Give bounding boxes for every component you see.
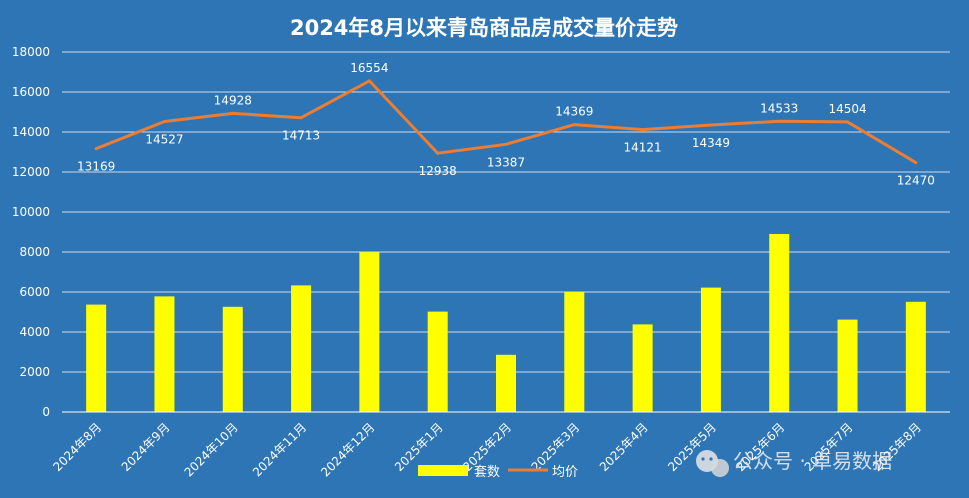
- bar: [222, 306, 243, 412]
- legend: 套数 均价: [418, 464, 578, 480]
- y-tick-label: 0: [42, 405, 50, 419]
- data-label: 13169: [77, 160, 115, 174]
- y-tick-label: 18000: [12, 45, 50, 59]
- x-tick-label: 2024年11月: [250, 420, 309, 479]
- bar: [291, 285, 312, 412]
- line-point: [641, 128, 645, 132]
- data-label: 14527: [145, 132, 183, 146]
- y-tick-label: 6000: [19, 285, 50, 299]
- bar: [427, 311, 448, 412]
- data-label: 14369: [555, 105, 593, 119]
- line-point: [94, 147, 98, 151]
- line-series: [94, 79, 918, 165]
- bar: [154, 296, 175, 412]
- line-point: [709, 123, 713, 127]
- data-label: 14349: [692, 136, 730, 150]
- y-tick-label: 2000: [19, 365, 50, 379]
- x-tick-label: 2024年12月: [318, 420, 377, 479]
- bar: [359, 252, 380, 412]
- bar: [769, 234, 790, 412]
- bar: [837, 319, 858, 412]
- legend-swatch-bar: [418, 465, 468, 476]
- y-tick-label: 16000: [12, 85, 50, 99]
- y-axis: 0 2000 4000 6000 8000 10000 12000 14000 16000 180…: [12, 45, 50, 419]
- line-point: [846, 120, 850, 124]
- line-point: [231, 111, 235, 115]
- data-label: 13387: [487, 155, 525, 169]
- bar-series: [86, 234, 926, 412]
- bar: [496, 354, 516, 412]
- data-label: 16554: [350, 61, 388, 75]
- line-point: [367, 79, 371, 83]
- data-label: 14713: [282, 129, 320, 143]
- watermark: 公众号 · 卓易数据: [696, 449, 892, 477]
- line-point: [436, 151, 440, 155]
- x-tick-label: 2025年4月: [597, 420, 651, 474]
- legend-label-line: 均价: [552, 465, 578, 480]
- data-label: 14121: [624, 141, 662, 155]
- chart-title: 2024年8月以来青岛商品房成交量价走势: [290, 16, 678, 40]
- bar: [905, 301, 926, 412]
- line-point: [777, 119, 781, 123]
- x-tick-label: 2024年8月: [50, 420, 104, 474]
- x-tick-label: 2024年9月: [119, 420, 173, 474]
- y-tick-label: 14000: [12, 125, 50, 139]
- y-tick-label: 12000: [12, 165, 50, 179]
- line-point: [914, 161, 918, 165]
- x-tick-label: 2024年10月: [182, 420, 241, 479]
- bar: [86, 304, 107, 412]
- bar: [632, 324, 653, 412]
- watermark-text: 公众号 · 卓易数据: [733, 449, 892, 473]
- line-point: [572, 123, 576, 127]
- data-label: 12470: [897, 174, 935, 188]
- line-point: [299, 116, 303, 120]
- y-tick-label: 8000: [19, 245, 50, 259]
- wechat-icon: [696, 450, 729, 477]
- line-point: [162, 119, 166, 123]
- line-point: [504, 142, 508, 146]
- y-tick-label: 10000: [12, 205, 50, 219]
- legend-label-bar: 套数: [474, 464, 500, 480]
- data-label: 14504: [828, 102, 866, 116]
- data-label: 14928: [214, 93, 252, 107]
- grid-lines: [62, 51, 950, 413]
- data-label: 12938: [419, 164, 457, 178]
- data-label: 14533: [760, 101, 798, 115]
- bar: [700, 287, 721, 412]
- data-labels: 13169 14527 14928 14713 16554 12938 13387 14369…: [77, 61, 935, 188]
- y-tick-label: 4000: [19, 325, 50, 339]
- bar: [564, 292, 585, 412]
